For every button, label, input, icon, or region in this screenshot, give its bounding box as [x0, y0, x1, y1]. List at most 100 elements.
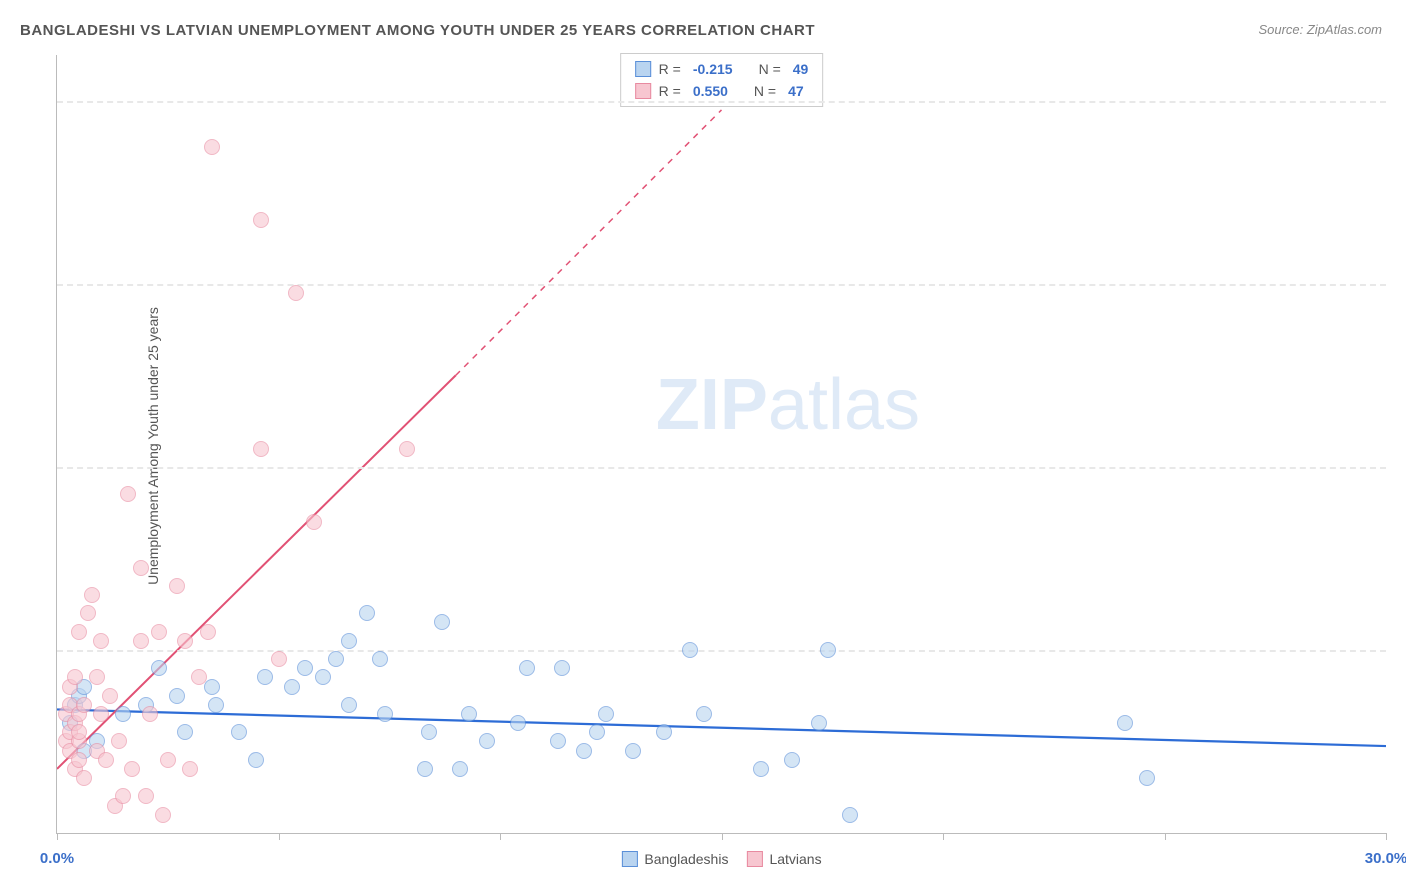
data-point	[115, 788, 131, 804]
data-point	[133, 633, 149, 649]
legend-bottom: Bangladeshis Latvians	[621, 851, 821, 867]
legend-stats-box: R = -0.215 N = 49 R = 0.550 N = 47	[620, 53, 824, 107]
data-point	[820, 642, 836, 658]
stat-n-value: 47	[788, 83, 804, 99]
data-point	[208, 697, 224, 713]
x-tick-label: 30.0%	[1365, 850, 1406, 867]
data-point	[111, 733, 127, 749]
stat-r-value: 0.550	[693, 83, 728, 99]
chart-container: BANGLADESHI VS LATVIAN UNEMPLOYMENT AMON…	[0, 0, 1406, 892]
legend-swatch-bangladeshis	[635, 61, 651, 77]
data-point	[271, 651, 287, 667]
data-point	[76, 697, 92, 713]
data-point	[253, 212, 269, 228]
x-tick	[1386, 833, 1387, 840]
x-tick	[279, 833, 280, 840]
legend-item-bangladeshis: Bangladeshis	[621, 851, 728, 867]
data-point	[284, 679, 300, 695]
data-point	[200, 624, 216, 640]
data-point	[519, 660, 535, 676]
data-point	[576, 743, 592, 759]
x-tick	[722, 833, 723, 840]
source-attribution: Source: ZipAtlas.com	[1258, 22, 1382, 37]
data-point	[115, 706, 131, 722]
data-point	[253, 441, 269, 457]
data-point	[231, 724, 247, 740]
stat-n-value: 49	[793, 61, 809, 77]
data-point	[461, 706, 477, 722]
stat-r-value: -0.215	[693, 61, 733, 77]
data-point	[142, 706, 158, 722]
data-point	[120, 486, 136, 502]
x-tick	[57, 833, 58, 840]
legend-stats-row: R = -0.215 N = 49	[635, 58, 809, 80]
data-point	[138, 788, 154, 804]
legend-stats-row: R = 0.550 N = 47	[635, 80, 809, 102]
data-point	[656, 724, 672, 740]
watermark-bold: ZIP	[656, 365, 768, 445]
data-point	[248, 752, 264, 768]
stat-n-label: N =	[759, 61, 781, 77]
data-point	[182, 761, 198, 777]
data-point	[102, 688, 118, 704]
plot-area: ZIPatlas R = -0.215 N = 49 R = 0.550 N =…	[56, 55, 1386, 834]
data-point	[71, 624, 87, 640]
data-point	[682, 642, 698, 658]
data-point	[204, 679, 220, 695]
data-point	[372, 651, 388, 667]
legend-swatch-bangladeshis	[621, 851, 637, 867]
gridline	[57, 650, 1386, 652]
data-point	[151, 624, 167, 640]
legend-swatch-latvians	[635, 83, 651, 99]
data-point	[89, 669, 105, 685]
legend-label: Bangladeshis	[644, 851, 728, 867]
data-point	[177, 633, 193, 649]
data-point	[297, 660, 313, 676]
data-point	[589, 724, 605, 740]
legend-swatch-latvians	[746, 851, 762, 867]
data-point	[151, 660, 167, 676]
data-point	[124, 761, 140, 777]
stat-r-label: R =	[659, 83, 681, 99]
data-point	[155, 807, 171, 823]
data-point	[784, 752, 800, 768]
data-point	[696, 706, 712, 722]
data-point	[133, 560, 149, 576]
data-point	[550, 733, 566, 749]
data-point	[399, 441, 415, 457]
data-point	[169, 688, 185, 704]
data-point	[80, 605, 96, 621]
legend-label: Latvians	[769, 851, 821, 867]
data-point	[71, 724, 87, 740]
gridline	[57, 101, 1386, 103]
data-point	[93, 706, 109, 722]
data-point	[76, 770, 92, 786]
data-point	[1139, 770, 1155, 786]
data-point	[510, 715, 526, 731]
data-point	[625, 743, 641, 759]
data-point	[341, 697, 357, 713]
data-point	[598, 706, 614, 722]
watermark: ZIPatlas	[656, 364, 920, 446]
data-point	[1117, 715, 1133, 731]
watermark-light: atlas	[768, 365, 920, 445]
x-tick	[500, 833, 501, 840]
data-point	[306, 514, 322, 530]
data-point	[315, 669, 331, 685]
gridline	[57, 284, 1386, 286]
data-point	[98, 752, 114, 768]
y-tick-label: 40.0%	[1396, 458, 1406, 475]
x-tick-label: 0.0%	[40, 850, 74, 867]
data-point	[67, 669, 83, 685]
data-point	[204, 139, 220, 155]
data-point	[377, 706, 393, 722]
data-point	[84, 587, 100, 603]
data-point	[452, 761, 468, 777]
y-tick-label: 80.0%	[1396, 92, 1406, 109]
data-point	[479, 733, 495, 749]
data-point	[328, 651, 344, 667]
data-point	[417, 761, 433, 777]
x-tick	[1165, 833, 1166, 840]
data-point	[288, 285, 304, 301]
gridline	[57, 467, 1386, 469]
